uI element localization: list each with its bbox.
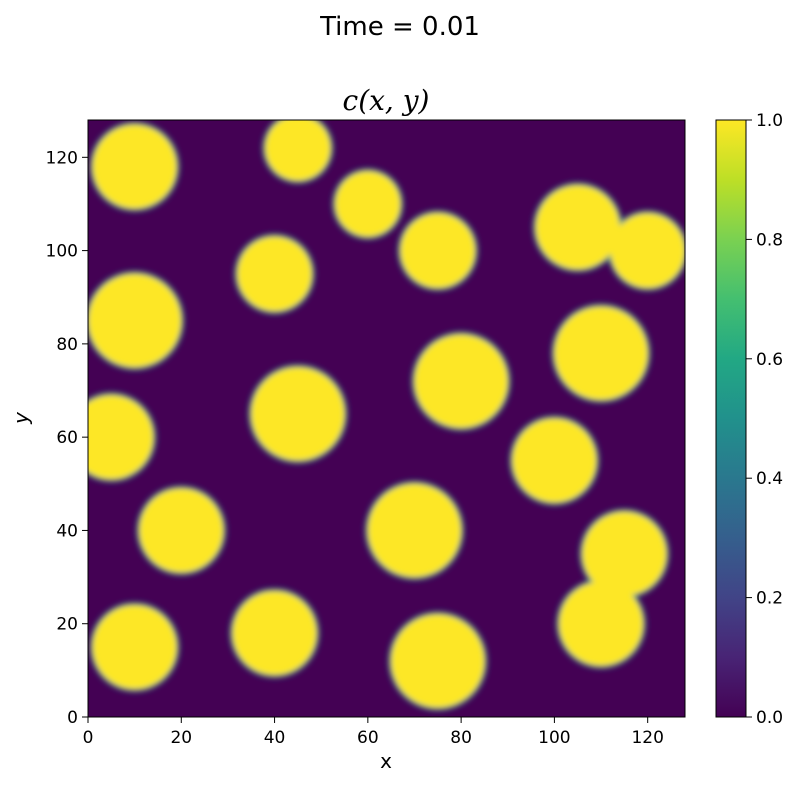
heatmap-blob xyxy=(237,236,312,312)
x-tick-label: 60 xyxy=(357,728,379,748)
heatmap-blob xyxy=(232,591,317,676)
heatmap-blob xyxy=(582,511,667,596)
x-axis-ticks: 0 20 40 60 80 100 120 xyxy=(83,717,664,748)
heatmap-blob xyxy=(139,488,224,573)
x-tick-label: 20 xyxy=(170,728,192,748)
colorbar-tick-label: 0.8 xyxy=(756,230,783,250)
heatmap-blob xyxy=(367,483,462,578)
heatmap-blob xyxy=(414,334,508,428)
colorbar-tick-label: 0.4 xyxy=(756,469,783,489)
heatmap-blob xyxy=(535,185,620,270)
colorbar-tick-label: 0.6 xyxy=(756,350,783,370)
heatmap-layer xyxy=(88,120,685,717)
x-tick-label: 40 xyxy=(264,728,286,748)
plot-frame xyxy=(87,119,686,718)
heatmap-blob xyxy=(554,306,648,400)
heatmap-blob xyxy=(512,418,597,503)
heatmap-blob xyxy=(88,395,154,480)
y-tick-label: 100 xyxy=(46,242,78,262)
y-tick-label: 60 xyxy=(56,428,78,448)
x-tick-label: 80 xyxy=(450,728,472,748)
colorbar-tick-label: 1.0 xyxy=(756,111,783,131)
heatmap-blob xyxy=(92,124,177,209)
heatmap-blob xyxy=(610,213,685,288)
y-axis-ticks: 0 20 40 60 80 100 120 xyxy=(46,148,88,728)
y-tick-label: 20 xyxy=(56,615,78,635)
y-tick-label: 0 xyxy=(67,708,78,728)
heatmap-blob xyxy=(88,273,182,368)
heatmap-blob xyxy=(559,581,644,666)
heatmap-blob xyxy=(391,614,485,708)
heatmap-blob xyxy=(265,120,331,181)
colorbar-tick-label: 0.2 xyxy=(756,589,783,609)
x-tick-label: 0 xyxy=(83,728,94,748)
colorbar-tick-label: 0.0 xyxy=(756,708,783,728)
colorbar-ticks: 0.0 0.2 0.4 0.6 0.8 1.0 xyxy=(746,111,783,728)
heatmap-high-regions xyxy=(88,120,685,711)
x-tick-label: 120 xyxy=(631,728,663,748)
y-axis-label: y xyxy=(9,411,33,425)
y-tick-label: 120 xyxy=(46,148,78,168)
heatmap-blob xyxy=(335,171,401,237)
colorbar xyxy=(715,119,747,718)
y-tick-label: 80 xyxy=(56,335,78,355)
figure-suptitle: Time = 0.01 xyxy=(320,12,480,42)
x-axis-label: x xyxy=(380,749,392,773)
heatmap-blob xyxy=(251,367,345,461)
axes-title: c(x, y) xyxy=(342,84,430,117)
heatmap-blob xyxy=(400,213,476,288)
x-tick-label: 100 xyxy=(538,728,570,748)
y-tick-label: 40 xyxy=(56,521,78,541)
heatmap-blob xyxy=(92,605,177,690)
